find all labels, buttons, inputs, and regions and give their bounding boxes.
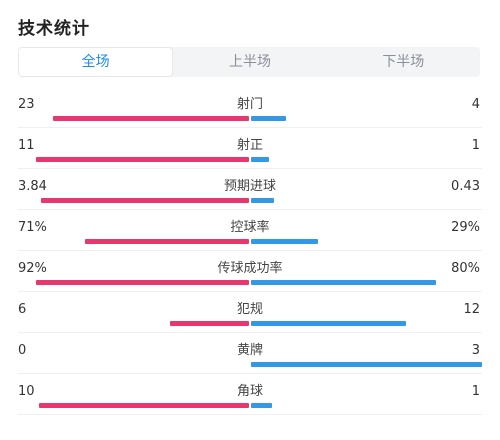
home-bar xyxy=(41,198,249,203)
home-value: 71% xyxy=(18,220,47,235)
stat-row: 0 黄牌 3 xyxy=(18,342,482,382)
away-bar xyxy=(251,280,436,285)
stat-bar-track xyxy=(18,362,482,367)
stat-label: 犯规 xyxy=(236,302,263,317)
home-value: 0 xyxy=(18,343,27,358)
row-divider xyxy=(18,373,482,374)
stat-label: 控球率 xyxy=(230,220,270,235)
stat-label: 射正 xyxy=(236,138,263,153)
home-bar xyxy=(36,157,249,162)
tab-second-half[interactable]: 下半场 xyxy=(382,54,425,70)
stat-label: 黄牌 xyxy=(236,343,263,358)
home-bar xyxy=(36,280,249,285)
home-value: 6 xyxy=(18,302,27,317)
tab-first-half[interactable]: 上半场 xyxy=(228,54,271,70)
stat-bar-track xyxy=(18,280,482,285)
away-value: 4 xyxy=(471,97,480,112)
stat-label: 预期进球 xyxy=(223,179,276,194)
home-value: 3.84 xyxy=(18,179,47,194)
home-bar xyxy=(53,116,249,121)
page-title: 技术统计 xyxy=(18,19,90,39)
stat-label: 角球 xyxy=(236,384,263,399)
away-bar xyxy=(251,116,286,121)
home-value: 23 xyxy=(18,97,35,112)
away-value: 1 xyxy=(471,138,480,153)
away-bar xyxy=(251,198,274,203)
home-value: 11 xyxy=(18,138,35,153)
stat-row: 3.84 预期进球 0.43 xyxy=(18,178,482,218)
stat-row: 23 射门 4 xyxy=(18,96,482,136)
home-bar xyxy=(85,239,249,244)
row-divider xyxy=(18,209,482,210)
row-divider xyxy=(18,291,482,292)
away-bar xyxy=(251,403,272,408)
stat-bar-track xyxy=(18,116,482,121)
away-value: 1 xyxy=(471,384,480,399)
away-value: 0.43 xyxy=(451,179,480,194)
away-bar xyxy=(251,321,406,326)
stat-bar-track xyxy=(18,403,482,408)
stat-row: 92% 传球成功率 80% xyxy=(18,260,482,300)
stat-label: 传球成功率 xyxy=(217,261,283,276)
row-divider xyxy=(18,168,482,169)
stat-row: 6 犯规 12 xyxy=(18,301,482,341)
row-divider xyxy=(18,414,482,415)
away-value: 80% xyxy=(451,261,480,276)
stat-bar-track xyxy=(18,198,482,203)
home-value: 92% xyxy=(18,261,47,276)
away-bar xyxy=(251,157,269,162)
stat-row: 10 角球 1 xyxy=(18,383,482,423)
stat-bar-track xyxy=(18,157,482,162)
stat-bar-track xyxy=(18,321,482,326)
stat-label: 射门 xyxy=(236,97,263,112)
stat-row: 11 射正 1 xyxy=(18,137,482,177)
row-divider xyxy=(18,250,482,251)
stat-bar-track xyxy=(18,239,482,244)
home-bar xyxy=(170,321,249,326)
tab-full-match[interactable]: 全场 xyxy=(18,47,174,77)
away-bar xyxy=(251,239,318,244)
home-value: 10 xyxy=(18,384,35,399)
away-value: 12 xyxy=(463,302,480,317)
stat-row: 71% 控球率 29% xyxy=(18,219,482,259)
away-value: 29% xyxy=(451,220,480,235)
row-divider xyxy=(18,127,482,128)
away-value: 3 xyxy=(471,343,480,358)
row-divider xyxy=(18,332,482,333)
away-bar xyxy=(251,362,482,367)
period-tabs: 全场 上半场 下半场 xyxy=(18,47,480,77)
home-bar xyxy=(39,403,249,408)
